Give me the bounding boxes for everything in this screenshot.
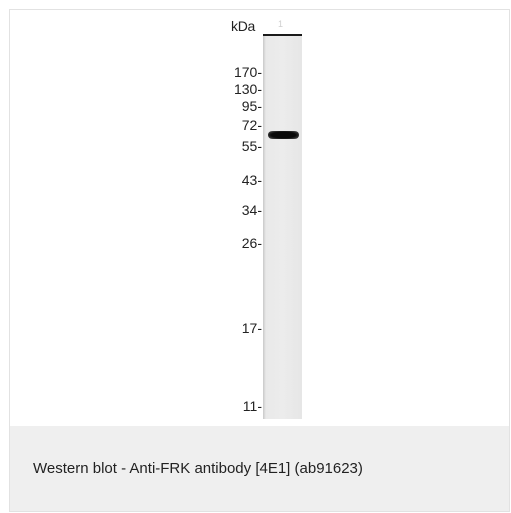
lane-top-edge <box>263 34 302 36</box>
marker-72: 72- <box>241 117 262 133</box>
image-card: kDa 1 170- 130- 95- 72- 55- 43- 34- 26- … <box>9 9 510 512</box>
protein-band <box>268 131 299 139</box>
kda-unit-label: kDa <box>231 18 255 34</box>
caption-text: Western blot - Anti-FRK antibody [4E1] (… <box>33 460 363 477</box>
marker-11: 11- <box>242 398 262 414</box>
caption-bar: Western blot - Anti-FRK antibody [4E1] (… <box>10 426 509 511</box>
marker-95: 95- <box>241 98 262 114</box>
marker-130: 130- <box>233 81 262 97</box>
marker-170: 170- <box>233 64 262 80</box>
marker-17: 17- <box>241 320 262 336</box>
marker-26: 26- <box>241 235 262 251</box>
marker-55: 55- <box>241 138 262 154</box>
marker-34: 34- <box>241 202 262 218</box>
blot-lane <box>263 34 302 419</box>
western-blot-image: kDa 1 170- 130- 95- 72- 55- 43- 34- 26- … <box>10 10 509 426</box>
lane-label: 1 <box>278 19 284 29</box>
marker-43: 43- <box>241 172 262 188</box>
